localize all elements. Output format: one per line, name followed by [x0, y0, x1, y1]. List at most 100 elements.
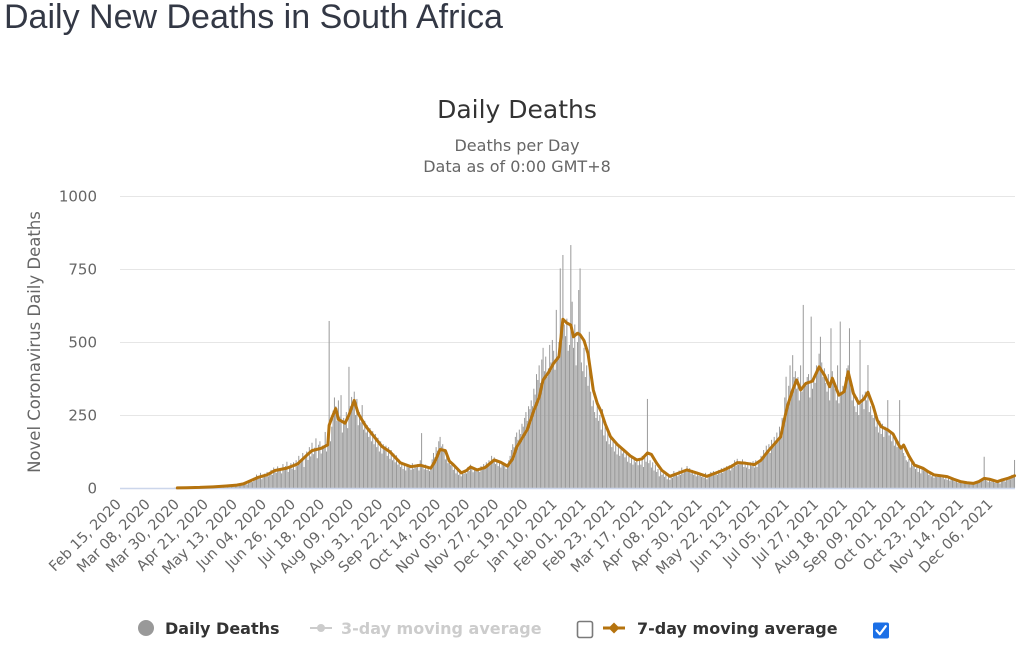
- bar[interactable]: [1014, 459, 1016, 488]
- bar[interactable]: [878, 432, 880, 488]
- bar[interactable]: [414, 464, 416, 488]
- bar[interactable]: [505, 469, 507, 488]
- bar[interactable]: [345, 412, 347, 488]
- bar[interactable]: [669, 479, 671, 488]
- bar[interactable]: [236, 485, 238, 488]
- bar[interactable]: [333, 397, 335, 488]
- bar[interactable]: [648, 463, 650, 488]
- bar[interactable]: [246, 484, 248, 489]
- bar[interactable]: [854, 406, 856, 488]
- bar[interactable]: [542, 347, 544, 488]
- bar[interactable]: [484, 467, 486, 488]
- bar[interactable]: [706, 479, 708, 488]
- bar[interactable]: [277, 466, 279, 488]
- bar[interactable]: [616, 454, 618, 488]
- bar[interactable]: [897, 441, 899, 488]
- bar[interactable]: [660, 471, 662, 488]
- bar[interactable]: [464, 469, 466, 488]
- bar[interactable]: [841, 394, 843, 488]
- bar[interactable]: [393, 453, 395, 488]
- bar[interactable]: [650, 467, 652, 488]
- bar[interactable]: [703, 477, 705, 488]
- bar[interactable]: [800, 365, 802, 488]
- bar[interactable]: [797, 377, 799, 488]
- bar[interactable]: [275, 472, 277, 488]
- ma7-line[interactable]: [175, 317, 1017, 490]
- bar[interactable]: [617, 444, 619, 488]
- bar[interactable]: [842, 385, 844, 488]
- bar[interactable]: [512, 444, 514, 488]
- bar[interactable]: [656, 471, 658, 488]
- bar[interactable]: [323, 447, 325, 488]
- bar[interactable]: [786, 403, 788, 488]
- bar[interactable]: [479, 471, 481, 488]
- bar[interactable]: [466, 473, 467, 488]
- bar[interactable]: [731, 464, 733, 488]
- bar[interactable]: [979, 479, 981, 488]
- bar[interactable]: [801, 391, 803, 488]
- bar[interactable]: [999, 483, 1001, 488]
- bar[interactable]: [409, 465, 411, 488]
- bar[interactable]: [549, 344, 551, 488]
- bar[interactable]: [636, 458, 638, 488]
- bar[interactable]: [712, 471, 714, 488]
- bar[interactable]: [635, 462, 637, 488]
- bar[interactable]: [442, 444, 444, 488]
- bar[interactable]: [604, 426, 606, 488]
- bar[interactable]: [749, 462, 751, 488]
- bar[interactable]: [257, 478, 259, 488]
- bar[interactable]: [858, 415, 860, 488]
- bar[interactable]: [961, 481, 963, 488]
- bar[interactable]: [468, 471, 470, 488]
- bar[interactable]: [730, 470, 732, 488]
- bar[interactable]: [609, 435, 611, 488]
- bar[interactable]: [992, 480, 994, 488]
- bar[interactable]: [374, 433, 376, 488]
- bar[interactable]: [720, 468, 722, 488]
- bar[interactable]: [429, 471, 431, 488]
- bar[interactable]: [510, 450, 512, 488]
- bar[interactable]: [384, 449, 386, 488]
- bar[interactable]: [488, 460, 490, 488]
- bar[interactable]: [386, 455, 388, 488]
- bar[interactable]: [274, 471, 276, 488]
- bar[interactable]: [526, 420, 528, 488]
- bar[interactable]: [483, 464, 485, 488]
- bar[interactable]: [953, 478, 955, 488]
- bar[interactable]: [320, 453, 322, 488]
- bar[interactable]: [804, 382, 806, 488]
- bar[interactable]: [237, 484, 239, 488]
- bar[interactable]: [502, 464, 504, 488]
- bar[interactable]: [499, 461, 501, 488]
- bar[interactable]: [711, 475, 713, 488]
- bar[interactable]: [802, 304, 804, 488]
- bar[interactable]: [929, 471, 931, 488]
- bar[interactable]: [772, 447, 774, 488]
- bar[interactable]: [966, 482, 968, 488]
- bar[interactable]: [287, 471, 289, 488]
- bar[interactable]: [380, 441, 382, 488]
- bar[interactable]: [443, 450, 445, 488]
- bar[interactable]: [838, 403, 840, 488]
- bar[interactable]: [299, 463, 301, 488]
- bar[interactable]: [328, 320, 330, 488]
- bar[interactable]: [959, 482, 961, 488]
- bar[interactable]: [244, 483, 246, 488]
- bar[interactable]: [446, 455, 448, 488]
- bar[interactable]: [229, 486, 231, 488]
- bar[interactable]: [686, 466, 688, 488]
- bar[interactable]: [946, 479, 948, 488]
- bar[interactable]: [951, 479, 953, 488]
- bar[interactable]: [685, 471, 687, 488]
- bar[interactable]: [249, 480, 251, 488]
- bar[interactable]: [852, 391, 854, 488]
- bar[interactable]: [1011, 474, 1013, 488]
- bar[interactable]: [476, 469, 478, 488]
- bar[interactable]: [789, 365, 791, 488]
- bar[interactable]: [769, 452, 771, 488]
- bar[interactable]: [492, 461, 494, 488]
- bar[interactable]: [289, 467, 291, 488]
- bar[interactable]: [954, 481, 956, 488]
- bar[interactable]: [600, 429, 602, 488]
- bar[interactable]: [588, 331, 590, 488]
